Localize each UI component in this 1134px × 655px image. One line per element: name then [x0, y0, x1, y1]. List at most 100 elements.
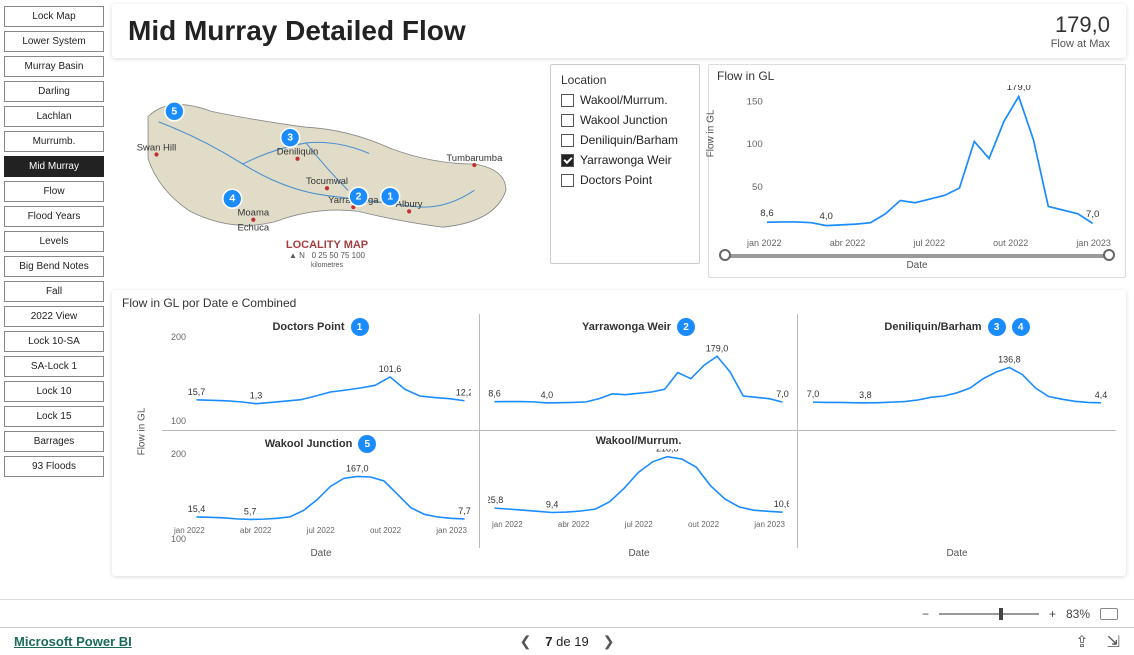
nav-darling[interactable]: Darling — [4, 81, 104, 102]
svg-text:1,3: 1,3 — [250, 391, 263, 401]
svg-text:167,0: 167,0 — [346, 463, 369, 473]
powerbi-brand-link[interactable]: Microsoft Power BI — [14, 634, 132, 649]
nav-2022-view[interactable]: 2022 View — [4, 306, 104, 327]
small-multiples-panel[interactable]: Flow in GL por Date e Combined Flow in G… — [112, 290, 1126, 576]
nav-levels[interactable]: Levels — [4, 231, 104, 252]
nav-murrumb-[interactable]: Murrumb. — [4, 131, 104, 152]
main-chart-svg: 150100508,64,0179,07,0 — [717, 85, 1117, 235]
svg-text:179,0: 179,0 — [1007, 85, 1031, 93]
slicer-item-yarrawonga-weir[interactable]: Yarrawonga Weir — [561, 153, 689, 167]
kpi-label: Flow at Max — [1051, 38, 1110, 50]
svg-text:Swan Hill: Swan Hill — [137, 142, 176, 153]
svg-text:10,6: 10,6 — [774, 499, 789, 509]
header-card: Mid Murray Detailed Flow 179,0 Flow at M… — [112, 4, 1126, 58]
marker-badge: 3 — [988, 318, 1006, 336]
svg-text:9,4: 9,4 — [546, 499, 559, 509]
map-svg: Swan HillDeniliquinTocumwalYarrawongaMoa… — [112, 64, 542, 264]
slider-handle-end[interactable] — [1103, 249, 1115, 261]
main-chart-title: Flow in GL — [717, 69, 1117, 83]
marker-badge: 2 — [677, 318, 695, 336]
nav-sidebar: Lock Map Lower System Murray Basin Darling L… — [0, 0, 108, 580]
sm-panel-deniliquin-barham[interactable]: Deniliquin/Barham347,03,8136,84,4 — [798, 314, 1116, 431]
location-slicer[interactable]: Location Wakool/Murrum. Wakool Junction De… — [550, 64, 700, 264]
svg-text:4: 4 — [229, 193, 235, 205]
nav-lock-10-sa[interactable]: Lock 10-SA — [4, 331, 104, 352]
nav-big-bend-notes[interactable]: Big Bend Notes — [4, 256, 104, 277]
svg-text:3: 3 — [287, 132, 293, 144]
slicer-title: Location — [561, 73, 689, 87]
slicer-item-deniliquin-barham[interactable]: Deniliquin/Barham — [561, 133, 689, 147]
svg-text:136,8: 136,8 — [998, 355, 1021, 365]
main-area: Mid Murray Detailed Flow 179,0 Flow at M… — [108, 0, 1134, 580]
svg-text:Albury: Albury — [396, 199, 423, 210]
svg-text:179,0: 179,0 — [706, 343, 729, 353]
share-icon[interactable]: ⇪ — [1075, 632, 1088, 652]
nav-barrages[interactable]: Barrages — [4, 431, 104, 452]
kpi-value: 179,0 — [1051, 12, 1110, 38]
date-range-slider[interactable] — [723, 254, 1111, 258]
svg-text:150: 150 — [747, 96, 763, 107]
svg-text:3,8: 3,8 — [859, 390, 872, 400]
footer-bar: Microsoft Power BI ❮ 7 de 19 ❯ ⇪ ⇲ — [0, 627, 1134, 655]
sm-panel-doctors-point[interactable]: Doctors Point120010015,71,3101,612,2 — [162, 314, 480, 431]
nav-murray-basin[interactable]: Murray Basin — [4, 56, 104, 77]
zoom-in-button[interactable]: + — [1049, 607, 1056, 621]
zoom-slider[interactable] — [939, 613, 1039, 615]
svg-text:2: 2 — [356, 191, 362, 203]
prev-page-button[interactable]: ❮ — [520, 633, 532, 650]
svg-text:15,4: 15,4 — [188, 504, 206, 514]
svg-text:50: 50 — [752, 182, 763, 193]
main-flow-chart[interactable]: Flow in GL Flow in GL 150100508,64,0179,… — [708, 64, 1126, 278]
svg-text:1: 1 — [387, 191, 393, 203]
svg-text:5: 5 — [171, 105, 177, 117]
nav-flood-years[interactable]: Flood Years — [4, 206, 104, 227]
zoom-out-button[interactable]: − — [922, 607, 929, 621]
sm-panel-wakool-murrum-[interactable]: Wakool/Murrum.25,89,4218,810,6jan 2022ab… — [480, 431, 798, 548]
nav-lock-10[interactable]: Lock 10 — [4, 381, 104, 402]
kpi-card: 179,0 Flow at Max — [1051, 12, 1110, 50]
sm-title: Flow in GL por Date e Combined — [122, 296, 1116, 310]
locality-map[interactable]: Swan HillDeniliquinTocumwalYarrawongaMoa… — [112, 64, 542, 284]
slicer-item-wakool-junction[interactable]: Wakool Junction — [561, 113, 689, 127]
sm-panel-yarrawonga-weir[interactable]: Yarrawonga Weir28,64,0179,07,0 — [480, 314, 798, 431]
slider-handle-start[interactable] — [719, 249, 731, 261]
svg-text:7,0: 7,0 — [1086, 209, 1099, 220]
nav-mid-murray[interactable]: Mid Murray — [4, 156, 104, 177]
nav-lower-system[interactable]: Lower System — [4, 31, 104, 52]
svg-text:Echuca: Echuca — [238, 222, 270, 233]
nav-lock-15[interactable]: Lock 15 — [4, 406, 104, 427]
pager: ❮ 7 de 19 ❯ — [520, 633, 615, 650]
svg-text:12,2: 12,2 — [456, 388, 471, 398]
nav-flow[interactable]: Flow — [4, 181, 104, 202]
nav-lock-map[interactable]: Lock Map — [4, 6, 104, 27]
slicer-item-wakool-murrum-[interactable]: Wakool/Murrum. — [561, 93, 689, 107]
fullscreen-icon[interactable]: ⇲ — [1107, 632, 1120, 652]
next-page-button[interactable]: ❯ — [603, 633, 615, 650]
checkbox-icon — [561, 174, 574, 187]
nav-fall[interactable]: Fall — [4, 281, 104, 302]
sm-panel-empty[interactable] — [798, 431, 1116, 548]
nav-93-floods[interactable]: 93 Floods — [4, 456, 104, 477]
svg-text:25,8: 25,8 — [488, 495, 503, 505]
svg-text:8,6: 8,6 — [488, 389, 501, 399]
svg-text:100: 100 — [747, 139, 763, 150]
svg-text:Tumbarumba: Tumbarumba — [446, 153, 503, 164]
page-title: Mid Murray Detailed Flow — [128, 15, 466, 47]
nav-lachlan[interactable]: Lachlan — [4, 106, 104, 127]
main-chart-y-label: Flow in GL — [706, 110, 717, 158]
svg-text:7,0: 7,0 — [807, 389, 820, 399]
svg-text:5,7: 5,7 — [244, 506, 257, 516]
checkbox-icon — [561, 134, 574, 147]
upper-row: Swan HillDeniliquinTocumwalYarrawongaMoa… — [112, 64, 1126, 284]
slicer-item-doctors-point[interactable]: Doctors Point — [561, 173, 689, 187]
svg-text:Tocumwal: Tocumwal — [306, 176, 348, 187]
zoom-bar: − + 83% — [0, 599, 1134, 627]
svg-text:218,8: 218,8 — [656, 449, 679, 454]
fit-page-icon[interactable] — [1100, 608, 1118, 620]
sm-panel-wakool-junction[interactable]: Wakool Junction520010015,45,7167,07,7jan… — [162, 431, 480, 548]
svg-text:15,7: 15,7 — [188, 387, 206, 397]
report-canvas: Lock Map Lower System Murray Basin Darling L… — [0, 0, 1134, 580]
checkbox-icon — [561, 114, 574, 127]
nav-sa-lock-1[interactable]: SA-Lock 1 — [4, 356, 104, 377]
marker-badge: 5 — [358, 435, 376, 453]
